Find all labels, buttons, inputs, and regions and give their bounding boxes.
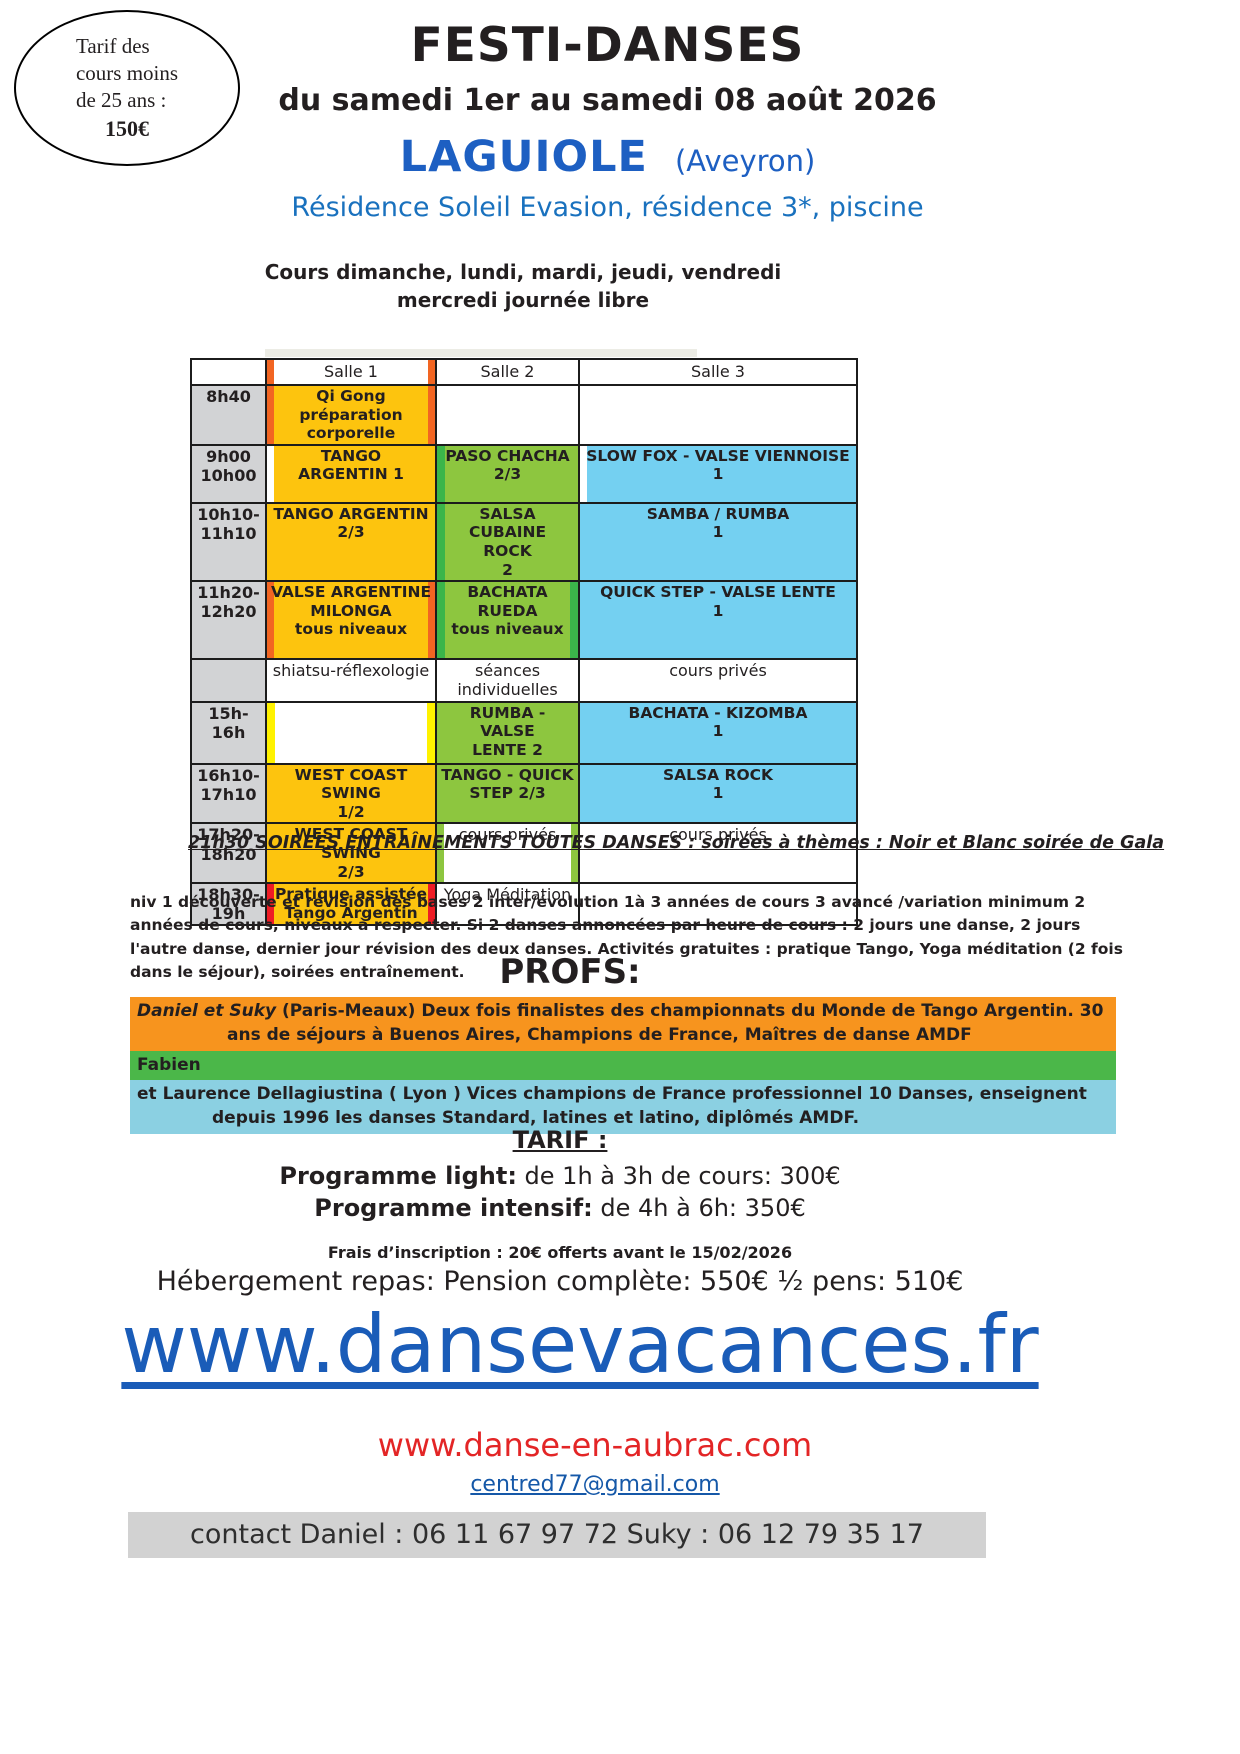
tarif-line-intensif: Programme intensif: de 4h à 6h: 350€ [130, 1194, 990, 1222]
schedule-cell: BACHATA - KIZOMBA 1 [578, 700, 858, 765]
schedule-cell: RUMBA - VALSE LENTE 2 [435, 700, 580, 765]
time-cell: 16h10- 17h10 [190, 762, 267, 825]
schedule-cell: WEST COAST SWING 1/2 [265, 762, 437, 825]
prof-banner-fabien: Fabien [130, 1050, 1116, 1081]
schedule-cell: VALSE ARGENTINE MILONGA tous niveaux [265, 580, 437, 661]
schedule-cell: SAMBA / RUMBA 1 [578, 501, 858, 583]
header: FESTI-DANSES du samedi 1er au samedi 08 … [0, 18, 1215, 223]
schedule-caption: Cours dimanche, lundi, mardi, jeudi, ven… [264, 260, 782, 312]
room-column-header: Salle 1 [265, 358, 437, 386]
time-cell [190, 658, 267, 703]
prof-text: (Paris-Meaux) Deux fois finalistes des c… [227, 1001, 1104, 1045]
schedule-cell [265, 700, 437, 765]
prof-text: ( Lyon ) Vices champions de France profe… [212, 1084, 1087, 1129]
prof-name: et Laurence Dellagiustina [137, 1084, 384, 1105]
tarif-heading: TARIF : [512, 1126, 608, 1154]
schedule-cell: SALSA CUBAINE ROCK 2 [435, 501, 580, 583]
email-link[interactable]: centred77@gmail.com [470, 1472, 720, 1497]
page-title: FESTI-DANSES [410, 18, 805, 73]
tarif-section: TARIF : Programme light: de 1h à 3h de c… [130, 1126, 990, 1222]
time-column-header [190, 358, 267, 386]
time-cell: 18h30- 19h [190, 882, 267, 927]
tarif-intensif-label: Programme intensif: [314, 1194, 593, 1222]
schedule-cell: cours privés [578, 658, 858, 703]
schedule-cell: TANGO ARGENTIN 1 [265, 443, 437, 504]
time-cell: 11h20- 12h20 [190, 580, 267, 661]
time-cell: 8h40 [190, 384, 267, 446]
event-city-line: LAGUIOLE (Aveyron) [0, 132, 1215, 182]
tarif-light-text: de 1h à 3h de cours: 300€ [516, 1162, 841, 1190]
schedule-cell: WEST COAST SWING 2/3 [265, 822, 437, 885]
inscription-note: Frais d’inscription : 20€ offerts avant … [327, 1243, 793, 1262]
tarif-line-light: Programme light: de 1h à 3h de cours: 30… [130, 1162, 990, 1190]
schedule-cell: Qi Gong préparation corporelle [265, 384, 437, 446]
website-link[interactable]: www.dansevacances.fr [121, 1298, 1039, 1391]
contact-bar: contact Daniel : 06 11 67 97 72 Suky : 0… [128, 1512, 986, 1558]
schedule-cell: cours privés [578, 822, 858, 885]
event-city: LAGUIOLE [399, 132, 648, 182]
soirees-note: 21h30 SOIREES ENTRAÎNEMENTS TOUTES DANSE… [188, 833, 1165, 853]
tarif-light-label: Programme light: [279, 1162, 517, 1190]
schedule-cell: TANGO ARGENTIN 2/3 [265, 501, 437, 583]
schedule-cell: Yoga Méditation [435, 882, 580, 927]
schedule-cell: BACHATA RUEDA tous niveaux [435, 580, 580, 661]
table-top-strip [265, 349, 697, 357]
schedule-cell [578, 882, 858, 927]
schedule-cell: shiatsu-réflexologie [265, 658, 437, 703]
badge-price: 150€ [105, 115, 149, 141]
website-secondary-link[interactable]: www.danse-en-aubrac.com [377, 1426, 813, 1464]
prof-name: Fabien [137, 1054, 201, 1075]
levels-note: niv 1 découverte et révision des bases 2… [130, 893, 1123, 981]
schedule-cell: Pratique assistée Tango Argentin [265, 882, 437, 927]
prof-name: Daniel et Suky [137, 1001, 277, 1021]
hebergement-line: Hébergement repas: Pension complète: 550… [156, 1266, 964, 1297]
time-cell: 9h00 10h00 [190, 443, 267, 504]
profs-banners: Daniel et Suky (Paris-Meaux) Deux fois f… [130, 997, 1116, 1134]
schedule-cell: séances individuelles [435, 658, 580, 703]
time-cell: 10h10- 11h10 [190, 501, 267, 583]
time-cell: 17h20- 18h20 [190, 822, 267, 885]
profs-heading: PROFS: [499, 952, 641, 992]
website-link-wrap: www.dansevacances.fr [0, 1298, 1160, 1391]
schedule-cell [578, 384, 858, 446]
schedule-cell: SLOW FOX - VALSE VIENNOISE 1 [578, 443, 858, 504]
room-column-header: Salle 3 [578, 358, 858, 386]
prof-banner-daniel-suky: Daniel et Suky (Paris-Meaux) Deux fois f… [130, 997, 1116, 1051]
schedule-cell [435, 384, 580, 446]
room-column-header: Salle 2 [435, 358, 580, 386]
schedule-table: Salle 1 Salle 2 Salle 3 8h40 Qi Gong prépara… [190, 358, 858, 927]
email-link-wrap: centred77@gmail.com [0, 1472, 1190, 1497]
prof-banner-laurence: et Laurence Dellagiustina ( Lyon ) Vices… [130, 1080, 1116, 1134]
event-dates: du samedi 1er au samedi 08 août 2026 [278, 83, 937, 118]
schedule-cell: QUICK STEP - VALSE LENTE 1 [578, 580, 858, 661]
schedule-cell: PASO CHACHA 2/3 [435, 443, 580, 504]
event-region: (Aveyron) [674, 144, 816, 178]
schedule-cell: TANGO - QUICK STEP 2/3 [435, 762, 580, 825]
badge-text: Tarif des cours moins de 25 ans : [75, 33, 179, 113]
schedule-cell: SALSA ROCK 1 [578, 762, 858, 825]
event-venue: Résidence Soleil Evasion, résidence 3*, … [291, 192, 924, 223]
website-secondary-wrap: www.danse-en-aubrac.com [0, 1426, 1190, 1464]
time-cell: 15h-16h [190, 700, 267, 765]
tarif-intensif-text: de 4h à 6h: 350€ [592, 1194, 806, 1222]
schedule-cell: cours privés [435, 822, 580, 885]
price-badge: Tarif des cours moins de 25 ans : 150€ [14, 10, 240, 166]
